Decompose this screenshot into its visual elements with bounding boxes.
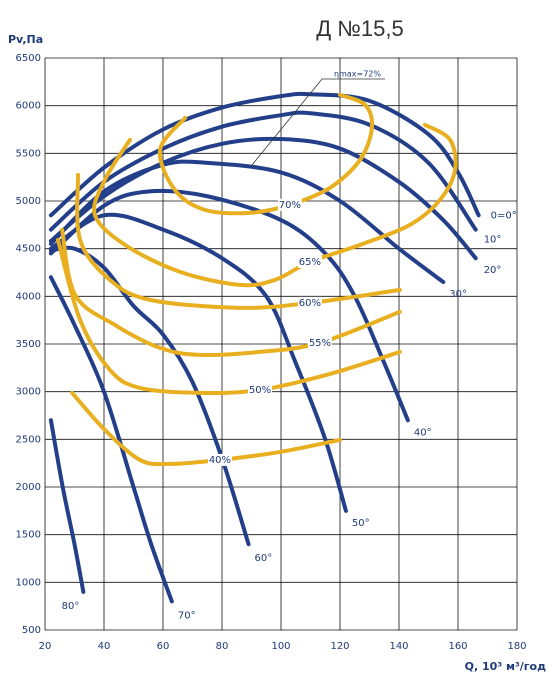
x-tick-label: 80 (216, 641, 229, 652)
y-tick-label: 5000 (16, 196, 41, 207)
curve-label: 10° (484, 235, 502, 246)
curve (48, 91, 481, 218)
y-tick-label: 500 (22, 625, 41, 636)
x-tick-label: 180 (507, 641, 526, 652)
curve-label: 65% (299, 257, 321, 268)
y-tick-label: 4000 (16, 291, 41, 302)
curve (48, 212, 348, 513)
x-tick-label: 20 (39, 641, 52, 652)
x-tick-label: 60 (157, 641, 170, 652)
curve (70, 390, 342, 467)
label-bg (248, 383, 273, 396)
curve (92, 122, 458, 288)
curve-label: 60° (255, 553, 273, 564)
y-tick-label: 4500 (16, 244, 41, 255)
curve (48, 159, 446, 285)
x-axis-label: Q, 10³ м³/год (465, 660, 546, 673)
curve-label: 0=0° (491, 210, 517, 221)
curve-label: 40% (209, 455, 231, 466)
y-tick-label: 3000 (16, 387, 41, 398)
curve-label: 70° (178, 610, 196, 621)
y-tick-label: 6000 (16, 101, 41, 112)
x-tick-label: 160 (448, 641, 467, 652)
y-tick-label: 2500 (16, 434, 41, 445)
curve-label: 40° (414, 427, 432, 438)
chart-title: Д №15,5 (316, 16, 403, 41)
curve-label: 55% (309, 338, 331, 349)
curve (48, 275, 174, 604)
curve (48, 136, 478, 261)
label-bg (297, 255, 322, 268)
y-tick-label: 2000 (16, 482, 41, 493)
curve (48, 418, 86, 594)
label-bg (207, 453, 232, 466)
label-bg (297, 296, 322, 309)
y-tick-label: 1000 (16, 577, 41, 588)
x-tick-label: 140 (389, 641, 408, 652)
y-tick-label: 3500 (16, 339, 41, 350)
y-tick-label: 6500 (16, 53, 41, 64)
curve-label: 60% (299, 298, 321, 309)
label-bg (307, 336, 332, 349)
curve (48, 245, 251, 547)
curve (48, 110, 478, 232)
curve-label: 80° (62, 601, 80, 612)
curve-label: 50° (352, 518, 370, 529)
x-tick-label: 120 (330, 641, 349, 652)
y-tick-label: 1500 (16, 530, 41, 541)
curve-label: 20° (484, 265, 502, 276)
x-tick-label: 100 (271, 641, 290, 652)
curve (48, 188, 410, 423)
x-tick-label: 40 (98, 641, 111, 652)
curve-label: 30° (449, 289, 467, 300)
curve-label: 70% (279, 200, 301, 211)
label-bg (277, 198, 302, 211)
y-tick-label: 5500 (16, 148, 41, 159)
annotation: ηmax=72% (334, 70, 381, 79)
curve (55, 237, 402, 396)
leader-line (251, 78, 385, 166)
curve-label: 50% (249, 385, 271, 396)
y-axis-label: Pv,Па (8, 33, 43, 46)
